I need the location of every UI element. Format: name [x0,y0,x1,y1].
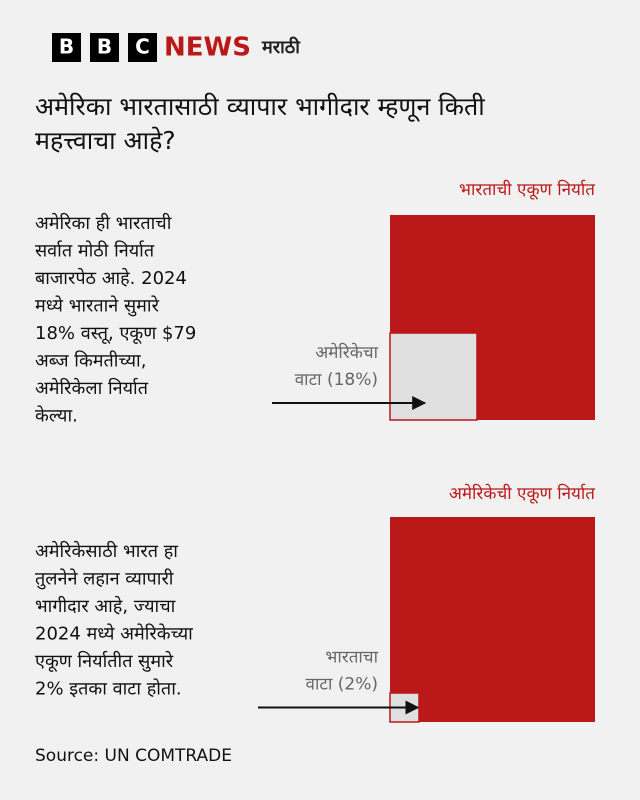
description: 18% वस्तू, एकूण $79 [35,323,196,344]
brand: NEWS [164,33,251,63]
logo-letter: C [135,35,150,59]
share-label: भारताचा [325,648,378,668]
description: एकूण निर्यातीत सुमारे [35,650,174,672]
chart-title: भारताची एकूण निर्यात [459,179,595,200]
logo-block [128,33,157,62]
description: 2024 मध्ये अमेरिकेच्या [35,623,193,645]
total-square [390,517,595,722]
description: अमेरिकेसाठी भारत हा [35,540,178,562]
description: भागीदार आहे, ज्याचा [35,595,176,617]
description: बाजारपेठ आहे. 2024 [35,267,187,289]
share-square [389,332,478,421]
description: तुलनेने लहान व्यापारी [35,568,174,590]
value-label: वाटा (2%) [306,675,378,695]
description: मध्ये भारताने सुमारे [35,295,160,317]
source: Source: UN COMTRADE [35,746,232,766]
description: सर्वात मोठी निर्यात [35,240,155,262]
logo-letter: B [97,35,112,59]
title: महत्त्वाचा आहे? [35,126,176,155]
description: अब्ज किमतीच्या, [35,350,146,372]
language: मराठी [261,36,301,58]
description: अमेरिकेला निर्यात [35,377,149,399]
logo-block [52,33,81,62]
description: अमेरिका ही भारताची [35,212,172,234]
logo-block [90,33,119,62]
share-label: अमेरिकेचा [315,342,378,363]
description: केल्या. [35,405,78,427]
description: 2% इतका वाटा होता. [35,678,182,700]
logo-letter: B [59,35,74,59]
value-label: वाटा (18%) [295,370,378,390]
chart-title: अमेरिकेची एकूण निर्यात [449,483,595,504]
title: अमेरिका भारतासाठी व्यापार भागीदार म्हणून… [35,92,485,122]
